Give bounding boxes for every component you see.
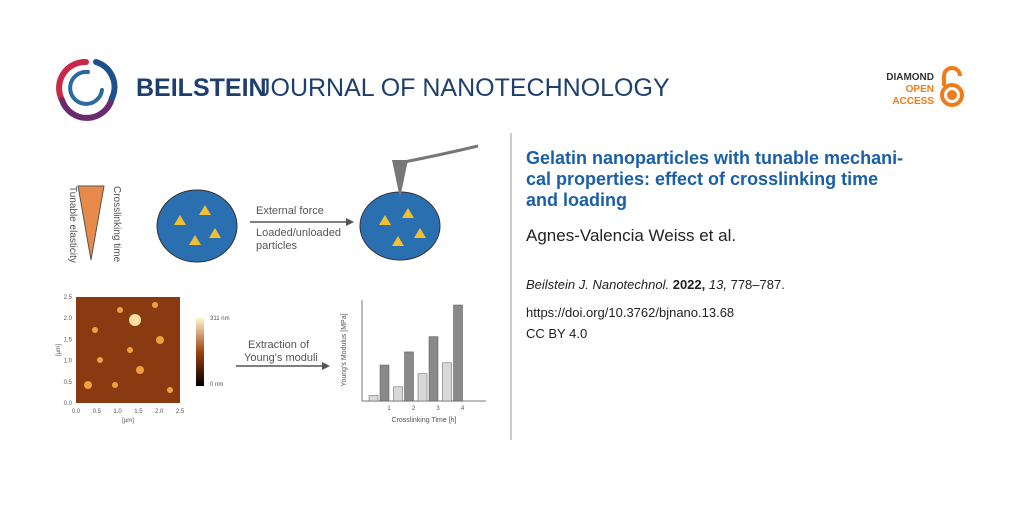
afm-x-tick: 0.5: [93, 409, 102, 415]
citation-year: 2022,: [672, 277, 706, 292]
gradient-triangle: [77, 185, 105, 261]
particle: [359, 191, 441, 261]
afm-y-tick: 0.0: [64, 401, 73, 407]
license: CC BY 4.0: [526, 326, 588, 341]
citation-pages: 778–787.: [730, 277, 785, 292]
afm-y-tick: 2.0: [64, 316, 73, 322]
article-title: Gelatin nanoparticles with tunable mecha…: [526, 148, 986, 211]
bar: [428, 336, 439, 402]
badge-text: ACCESS: [892, 96, 934, 107]
afm-tip: [392, 160, 408, 198]
ga-text: particles: [256, 240, 297, 252]
bar: [442, 362, 452, 402]
afm-y-tick: 0.5: [64, 380, 73, 386]
ga-text: Loaded/unloaded: [256, 227, 341, 239]
authors: Agnes-Valencia Weiss et al.: [526, 226, 737, 245]
afm-x-tick: 2.0: [155, 409, 164, 415]
ga-text: External force: [256, 205, 324, 217]
bar: [379, 364, 390, 402]
arrow-head: [322, 362, 330, 370]
bar: [393, 386, 403, 402]
ga-text: [µm]: [56, 344, 62, 356]
logo: [56, 58, 118, 121]
x-tick-label: 2: [412, 406, 416, 412]
afm-y-tick: 1.0: [64, 359, 73, 365]
afm-x-tick: 0.0: [72, 409, 81, 415]
title-line: cal properties: effect of crosslinking t…: [526, 169, 879, 189]
colorbar: [196, 318, 204, 386]
ga-text: Extraction of: [248, 339, 310, 351]
doi: https://doi.org/10.3762/bjnano.13.68: [526, 305, 735, 320]
ga-text: 0 nm: [210, 382, 223, 388]
ga-text: Young's moduli: [244, 352, 318, 364]
open-access-icon: [940, 66, 964, 107]
citation: Beilstein J. Nanotechnol. 2022, 13, 778–…: [526, 277, 785, 292]
afm-x-tick: 1.0: [113, 409, 122, 415]
x-tick-label: 3: [436, 406, 440, 412]
ga-text: Young's Modulus [MPa]: [341, 313, 348, 386]
afm-y-tick: 2.5: [64, 295, 73, 301]
particle: [156, 189, 238, 263]
ga-text: Crosslinking time: [111, 186, 122, 263]
afm-x-tick: 2.5: [176, 409, 185, 415]
badge-text: OPEN: [906, 84, 934, 95]
journal-name: JOURNAL OF NANOTECHNOLOGY: [258, 74, 670, 102]
citation-journal: Beilstein J. Nanotechnol.: [526, 277, 670, 292]
ga-text: Tunable elasticity: [67, 186, 78, 263]
x-tick-label: 4: [461, 406, 465, 412]
afm-dots: [84, 302, 173, 393]
journal-bold: BEILSTEIN: [136, 74, 267, 102]
ga-text: Crosslinking Time [h]: [392, 417, 457, 424]
bar: [404, 351, 414, 402]
particle-loads: [174, 205, 426, 246]
afm-x-tick: 1.5: [134, 409, 143, 415]
bar: [368, 395, 379, 402]
cantilever: [403, 144, 479, 164]
citation-volume: 13,: [708, 277, 727, 292]
bar-chart: 1 2 3 4: [368, 304, 465, 412]
title-line: and loading: [526, 190, 627, 210]
bar: [453, 304, 463, 402]
title-line: Gelatin nanoparticles with tunable mecha…: [526, 148, 904, 168]
badge-text: DIAMOND: [886, 72, 934, 83]
afm-y-tick: 1.5: [64, 337, 73, 343]
arrow-head: [346, 218, 354, 226]
bar: [417, 373, 428, 402]
ga-text: 311 nm: [210, 316, 230, 322]
ga-text: [µm]: [122, 418, 134, 424]
x-tick-label: 1: [387, 406, 391, 412]
